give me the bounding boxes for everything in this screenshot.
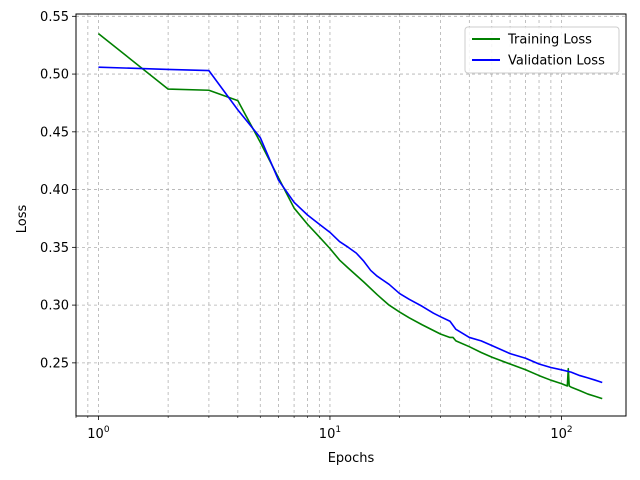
x-tick-label: 102 [550, 425, 572, 442]
series-layer [97, 33, 603, 400]
legend-box [464, 26, 620, 74]
y-tick-label: 0.40 [40, 183, 69, 198]
y-tick-label: 0.55 [40, 10, 69, 25]
grid [75, 14, 626, 416]
x-tick-label: 100 [87, 425, 110, 442]
y-tick-label: 0.35 [40, 241, 69, 256]
y-tick-label: 0.30 [40, 299, 69, 314]
x-axis-title: Epochs [328, 451, 375, 466]
legend: Training Loss Validation Loss [464, 26, 620, 74]
x-tick-label: 101 [319, 425, 341, 442]
y-tick-label: 0.45 [40, 125, 69, 140]
y-tick-label: 0.50 [40, 68, 69, 83]
y-tick-label: 0.25 [40, 356, 69, 371]
plot-frame [75, 13, 627, 417]
axes: 100 101 102 0.25 0.30 0.35 0.40 0.45 0.50 0.55 [40, 10, 573, 442]
legend-label-validation: Validation Loss [508, 54, 605, 69]
y-axis-title: Loss [15, 205, 30, 234]
legend-label-training: Training Loss [507, 33, 592, 48]
plot-area [76, 14, 626, 416]
validation-loss-line [98, 66, 603, 384]
training-loss-line [97, 33, 603, 400]
